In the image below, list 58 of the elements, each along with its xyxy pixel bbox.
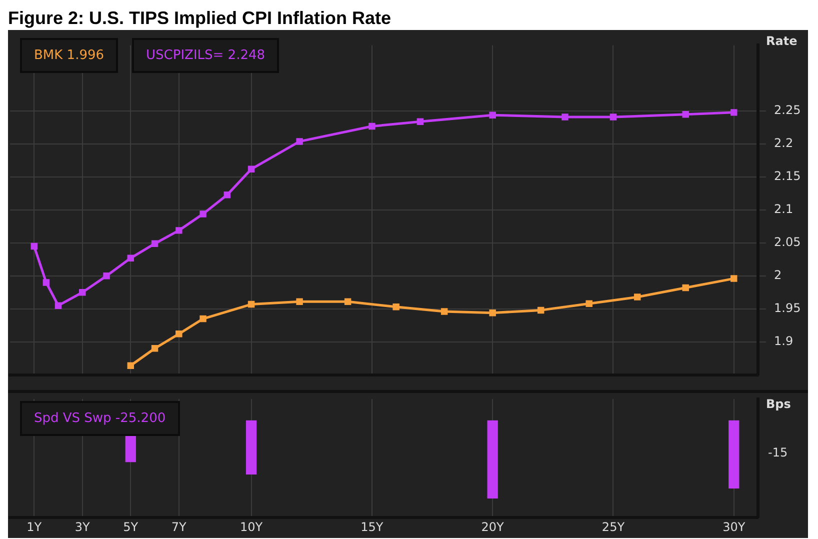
- x-tick-label: 15Y: [360, 520, 384, 534]
- point: [416, 118, 424, 126]
- point: [682, 284, 689, 292]
- point: [344, 298, 352, 305]
- y-tick-label: 2.05: [774, 235, 801, 250]
- y-tick-label: 2.2: [774, 136, 794, 150]
- y-tick-label: 2.1: [774, 202, 794, 216]
- chart-title: Figure 2: U.S. TIPS Implied CPI Inflation Rate: [8, 8, 392, 30]
- text: USCPIZILS= 2.248: [132, 38, 280, 73]
- x-tick-label: 30Y: [722, 520, 746, 534]
- point: [562, 114, 568, 120]
- x-tick-label: 5Y: [123, 520, 139, 534]
- text: -15: [768, 446, 788, 460]
- point: [151, 345, 158, 352]
- y-tick-label: 1.9: [774, 334, 794, 348]
- point: [224, 191, 231, 198]
- point: [392, 304, 400, 310]
- y-tick-label: 1.95: [774, 301, 801, 316]
- point: [54, 302, 62, 309]
- x-tick-label: 7Y: [171, 520, 188, 534]
- point: [151, 240, 158, 247]
- point: [296, 298, 303, 305]
- point: [127, 254, 134, 262]
- point: [489, 309, 496, 316]
- x-tick-label: 20Y: [481, 520, 505, 534]
- point: [79, 289, 86, 296]
- series-label: Spd VS Swp -25.200: [20, 401, 180, 436]
- point: [586, 300, 592, 307]
- point: [634, 294, 641, 300]
- point: [42, 279, 50, 286]
- text: BMK 1.996: [20, 38, 118, 73]
- y-axis-title: Bps: [766, 397, 791, 412]
- point: [440, 308, 448, 315]
- point: [730, 109, 738, 116]
- point: [730, 275, 738, 282]
- point: [103, 272, 110, 280]
- y-tick-label: 2.25: [774, 103, 801, 118]
- point: [248, 166, 255, 172]
- y-tick-label: 2.15: [774, 169, 801, 184]
- x-tick-label: 3Y: [74, 520, 91, 534]
- point: [127, 362, 134, 369]
- point: [200, 210, 206, 218]
- point: [296, 138, 303, 145]
- x-tick-label: 1Y: [26, 520, 42, 534]
- point: [30, 242, 38, 250]
- x-tick-label: 25Y: [602, 520, 626, 534]
- y-axis-title: Rate: [766, 34, 798, 48]
- point: [248, 300, 255, 308]
- point: [489, 112, 496, 118]
- point: [200, 315, 206, 322]
- point: [682, 111, 689, 118]
- y-tick-label: 2: [774, 268, 782, 282]
- point: [176, 227, 182, 234]
- point: [537, 306, 544, 314]
- point: [368, 122, 376, 130]
- point: [176, 330, 182, 338]
- point: [610, 114, 617, 120]
- x-tick-label: 10Y: [240, 520, 264, 534]
